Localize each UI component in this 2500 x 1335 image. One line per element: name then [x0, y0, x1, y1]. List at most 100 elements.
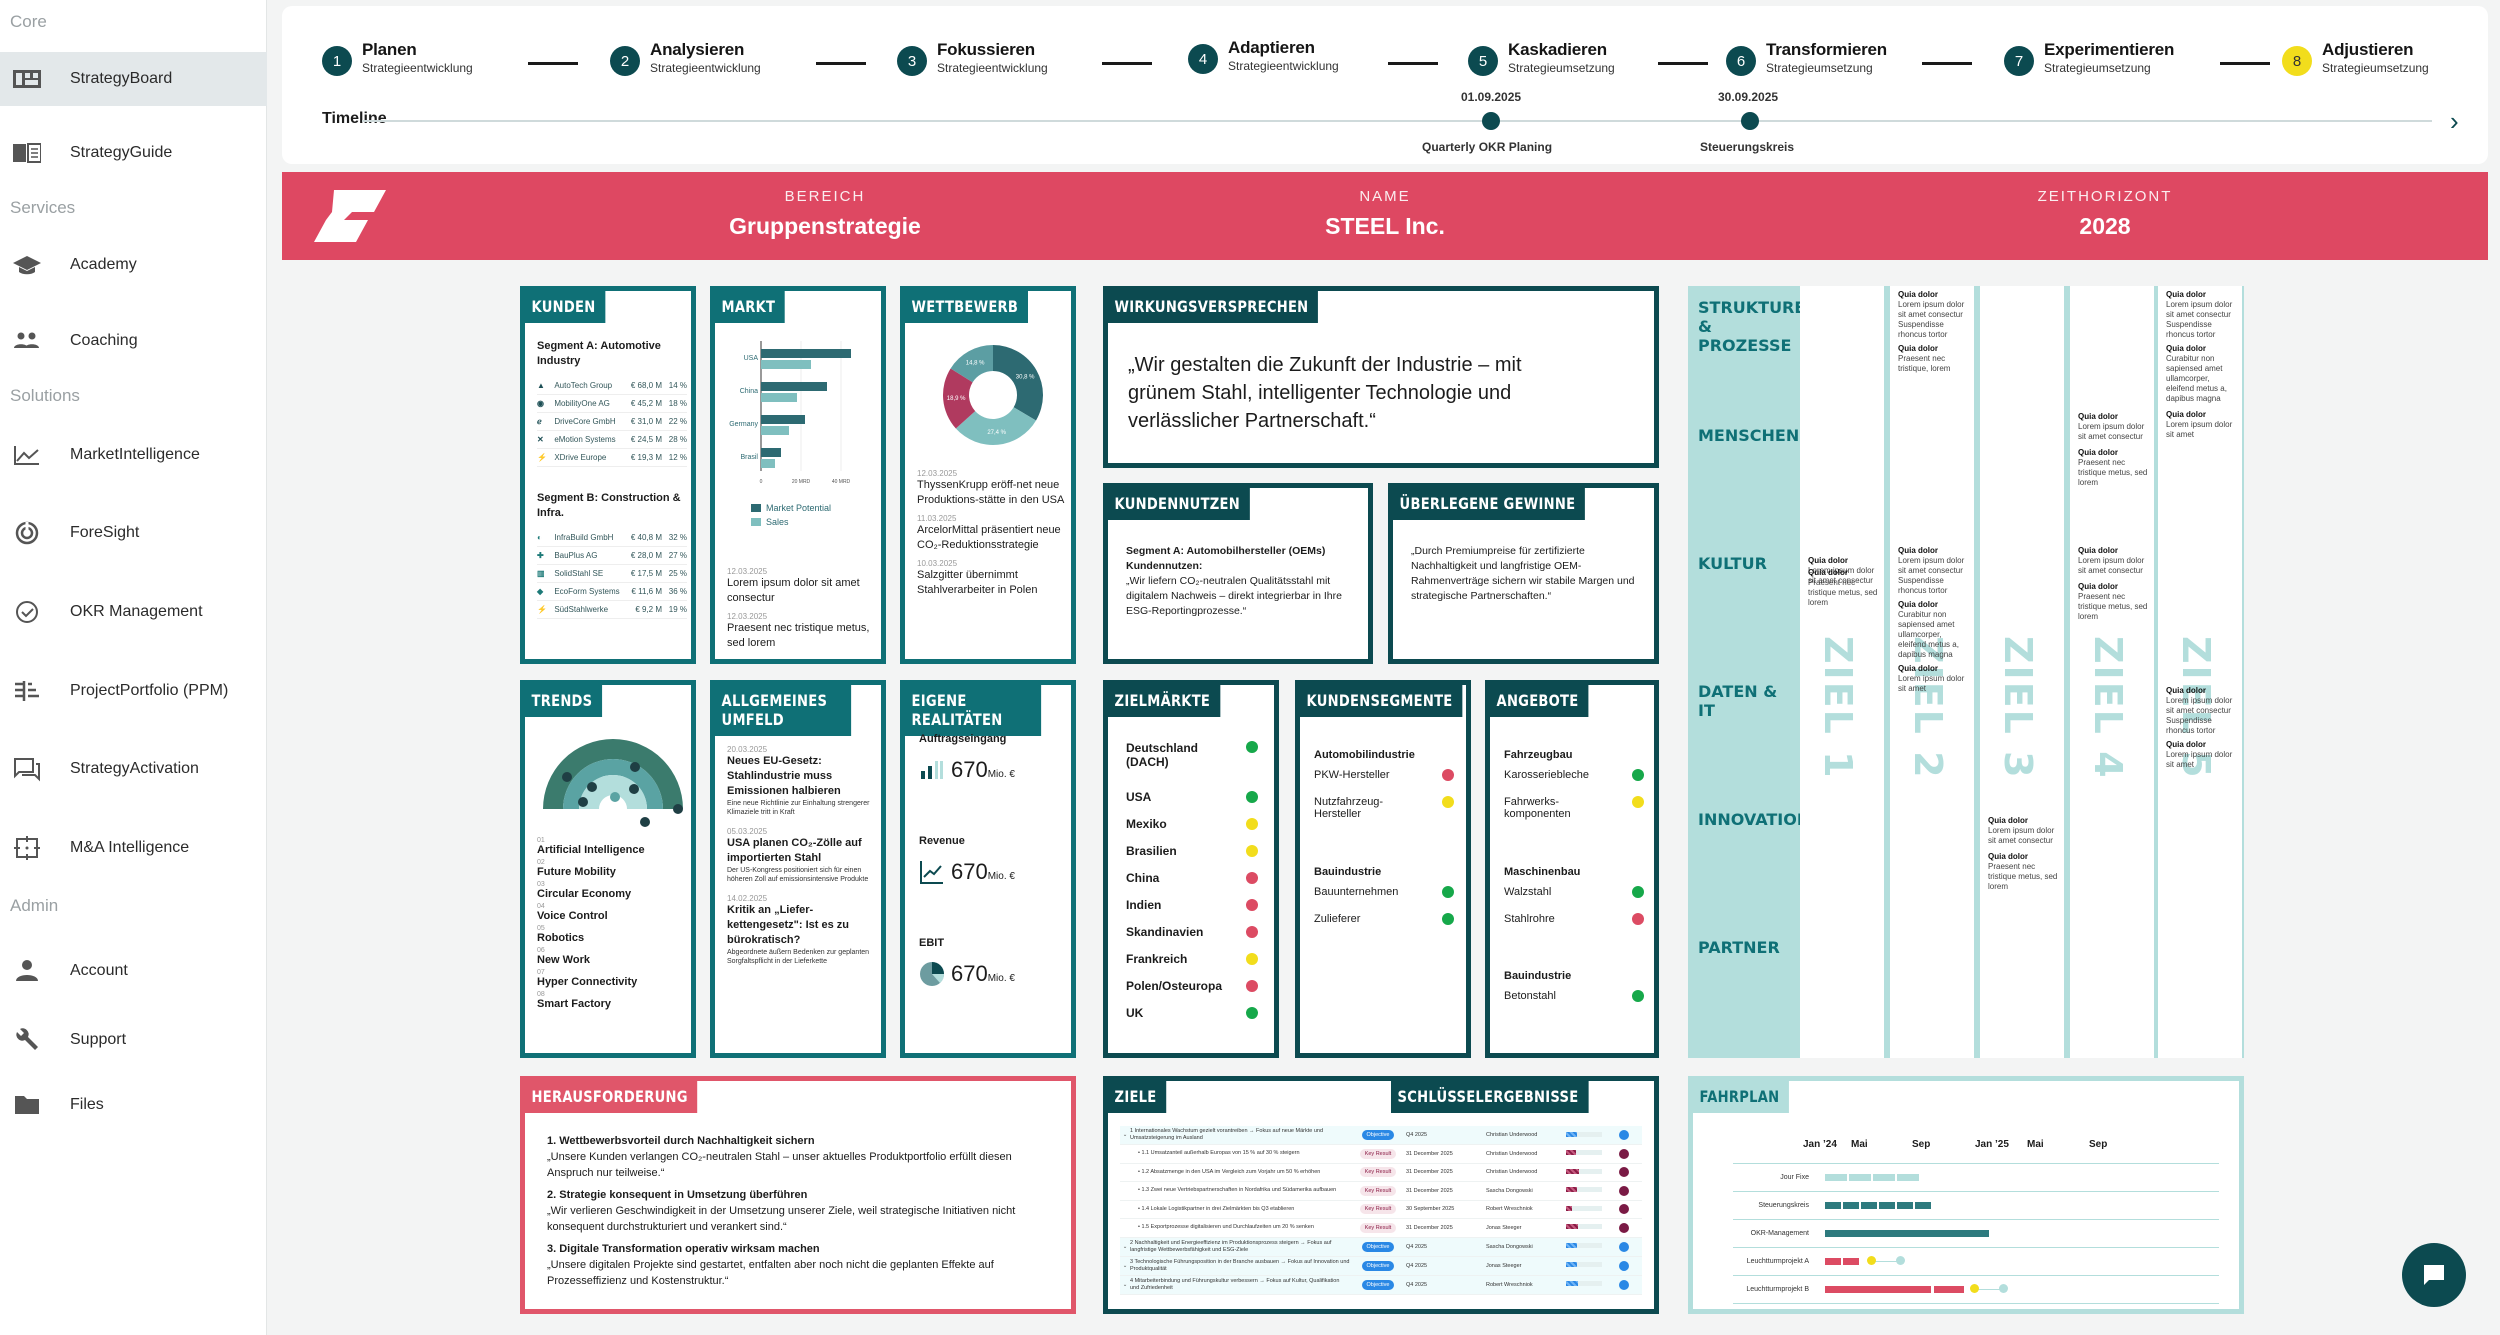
milestone-icon[interactable]	[1896, 1256, 1905, 1265]
goal-note[interactable]: Quia dolor Lorem ipsum dolor sit amet	[1898, 664, 1965, 693]
key-result-row[interactable]: • 1.5 Exportprozesse digitalisieren und …	[1120, 1219, 1642, 1238]
step-1[interactable]: 1 Planen Strategieentwicklung	[322, 40, 473, 76]
customer-row[interactable]: ◆ EcoForm Systems € 11,6 M 36 %	[537, 583, 687, 601]
sidebar-item-marketintelligence[interactable]: MarketIntelligence	[0, 428, 267, 482]
customer-row[interactable]: ℯ DriveCore GmbH € 31,0 M 22 %	[537, 413, 687, 431]
goal-note[interactable]: Quia dolor Lorem ipsum dolor sit amet con…	[1808, 556, 1875, 585]
gantt-row[interactable]: Steuerungskreis	[1733, 1191, 2219, 1219]
sidebar-item-okr-management[interactable]: OKR Management	[0, 585, 267, 639]
key-result-row[interactable]: • 1.4 Lokale Logistikpartner in drei Zie…	[1120, 1201, 1642, 1219]
segment-row[interactable]: Karosseriebleche	[1504, 769, 1644, 796]
goal-column-1[interactable]: ZIEL 1 Quia dolor Lorem ipsum dolor sit am…	[1800, 286, 1884, 1058]
segment-row[interactable]: Zulieferer	[1314, 913, 1454, 940]
expand-chevron-icon[interactable]: ⌄	[1122, 1281, 1128, 1288]
chat-button[interactable]	[2402, 1243, 2466, 1307]
okr-action-button[interactable]	[1619, 1185, 1629, 1196]
customer-row[interactable]: ⚡ XDrive Europe € 19,3 M 12 %	[537, 449, 687, 467]
customer-row[interactable]: ⚡ SüdStahlwerke € 9,2 M 19 %	[537, 601, 687, 619]
goal-note[interactable]: Quia dolor Lorem ipsum dolor sit amet con…	[2078, 412, 2145, 441]
gantt-bar[interactable]	[1915, 1202, 1931, 1209]
objective-row[interactable]: ⌄ 1 Internationales Wachstum gezielt vor…	[1120, 1126, 1642, 1145]
step-6[interactable]: 6 Transformieren Strategieumsetzung	[1726, 40, 1887, 76]
kundensegmente-card[interactable]: KUNDENSEGMENTE Automobilindustrie PKW-Her…	[1295, 680, 1471, 1058]
expand-chevron-icon[interactable]: ⌄	[1122, 1243, 1128, 1250]
goal-column-2[interactable]: ZIEL 2 Quia dolor Lorem ipsum dolor sit am…	[1890, 286, 1974, 1058]
trend-item[interactable]: Circular Economy	[537, 888, 632, 900]
target-market-row[interactable]: Deutschland (DACH)	[1126, 741, 1258, 783]
news-headline[interactable]: Lorem ipsum dolor sit amet consectur	[727, 577, 860, 604]
segment-row[interactable]: Betonstahl	[1504, 990, 1644, 1017]
trend-item[interactable]: Voice Control	[537, 910, 608, 922]
gantt-bar[interactable]	[1843, 1202, 1859, 1209]
news-headline[interactable]: ThyssenKrupp eröff-net neue Produktions-…	[917, 479, 1065, 506]
target-market-row[interactable]: Indien	[1126, 891, 1258, 918]
kunden-card[interactable]: KUNDEN Segment A: Automotive Industry ▲ A…	[520, 286, 696, 664]
timeline-event-marker[interactable]	[1482, 112, 1500, 130]
okr-action-button[interactable]	[1619, 1130, 1629, 1140]
customer-row[interactable]: ◐ InfraBuild GmbH € 40,8 M 32 %	[537, 529, 687, 547]
goal-note[interactable]: Quia dolor Praesent nec tristique metus, …	[1808, 568, 1878, 607]
step-3[interactable]: 3 Fokussieren Strategieentwicklung	[897, 40, 1048, 76]
sidebar-item-account[interactable]: Account	[0, 944, 267, 998]
goal-note[interactable]: Quia dolor Lorem ipsum dolor sit amet con…	[2078, 546, 2145, 575]
kundennutzen-card[interactable]: KUNDENNUTZEN Segment A: Automobilherstel…	[1103, 483, 1373, 664]
okr-action-button[interactable]	[1619, 1241, 1629, 1252]
gantt-bar[interactable]	[1825, 1174, 1847, 1181]
customer-row[interactable]: ✚ BauPlus AG € 28,0 M 27 %	[537, 547, 687, 565]
goal-note[interactable]: Quia dolor Praesent nec tristique, lorem	[1898, 344, 1951, 373]
sidebar-item-coaching[interactable]: Coaching	[0, 314, 267, 368]
goal-note[interactable]: Quia dolor Praesent nec tristique metus, …	[2078, 448, 2148, 487]
gantt-bar[interactable]	[1873, 1174, 1895, 1181]
wirkungsversprechen-card[interactable]: WIRKUNGSVERSPRECHEN „Wir gestalten die Z…	[1103, 286, 1659, 468]
goal-column-5[interactable]: ZIEL 5 Quia dolor Lorem ipsum dolor sit am…	[2158, 286, 2242, 1058]
target-market-row[interactable]: Mexiko	[1126, 810, 1258, 837]
step-8[interactable]: 8 Adjustieren Strategieumsetzung	[2282, 40, 2429, 76]
segment-row[interactable]: Fahrwerks-komponenten	[1504, 796, 1644, 836]
target-market-row[interactable]: Polen/Osteuropa	[1126, 972, 1258, 999]
okr-card[interactable]: ZIELE SCHLÜSSELERGEBNISSE ⌄ 1 Internatio…	[1103, 1076, 1659, 1314]
gantt-bar[interactable]	[1825, 1202, 1841, 1209]
angebote-card[interactable]: ANGEBOTE Fahrzeugbau Karosseriebleche Fahr…	[1485, 680, 1659, 1058]
trend-item[interactable]: Hyper Connectivity	[537, 976, 638, 988]
goal-column-4[interactable]: ZIEL 4 Quia dolor Lorem ipsum dolor sit am…	[2070, 286, 2154, 1058]
key-result-row[interactable]: • 1.1 Umsatzanteil außerhalb Europas von…	[1120, 1145, 1642, 1164]
markt-card[interactable]: MARKT USA China Germany Brasil 0 20 MRD 40 MRD…	[710, 286, 886, 664]
timeline-event-marker[interactable]	[1741, 112, 1759, 130]
sidebar-item-strategyboard[interactable]: StrategyBoard	[0, 52, 267, 106]
milestone-icon[interactable]	[1970, 1284, 1979, 1293]
target-market-row[interactable]: USA	[1126, 783, 1258, 810]
okr-action-button[interactable]	[1619, 1260, 1629, 1271]
customer-row[interactable]: ◉ MobilityOne AG € 45,2 M 18 %	[537, 395, 687, 413]
gantt-bar[interactable]	[1843, 1258, 1859, 1265]
news-headline[interactable]: Kritik an „Liefer-kettengesetz": Ist es …	[727, 904, 849, 946]
okr-action-button[interactable]	[1619, 1148, 1629, 1159]
news-headline[interactable]: USA planen CO₂-Zölle auf importierten St…	[727, 837, 862, 864]
goal-note[interactable]: Quia dolor Curabitur non sapiensed amet u…	[1898, 600, 1959, 659]
customer-row[interactable]: ▥ SolidStahl SE € 17,5 M 25 %	[537, 565, 687, 583]
expand-chevron-icon[interactable]: ⌄	[1122, 1132, 1128, 1138]
step-5[interactable]: 5 Kaskadieren Strategieumsetzung	[1468, 40, 1615, 76]
objective-row[interactable]: ⌄ 4 Mitarbeiterbindung und Führungskultu…	[1120, 1275, 1642, 1295]
sidebar-item-ma-intelligence[interactable]: M&A Intelligence	[0, 821, 267, 875]
trend-item[interactable]: Robotics	[537, 932, 585, 944]
news-headline[interactable]: Praesent nec tristique metus, sed lorem	[727, 622, 870, 649]
segment-row[interactable]: Nutzfahrzeug-Hersteller	[1314, 796, 1454, 836]
target-market-row[interactable]: China	[1126, 864, 1258, 891]
step-2[interactable]: 2 Analysieren Strategieentwicklung	[610, 40, 761, 76]
realitaeten-card[interactable]: EIGENE REALITÄTEN Auftragseingang 670 Mio…	[900, 680, 1076, 1058]
sidebar-item-support[interactable]: Support	[0, 1013, 267, 1067]
target-market-row[interactable]: Brasilien	[1126, 837, 1258, 864]
gewinne-card[interactable]: ÜBERLEGENE GEWINNE „Durch Premiumpreise …	[1388, 483, 1659, 664]
segment-row[interactable]: Stahlrohre	[1504, 913, 1644, 940]
goal-note[interactable]: Quia dolor Lorem ipsum dolor sit amet	[2166, 740, 2233, 769]
gantt-bar[interactable]	[1849, 1174, 1871, 1181]
wettbewerb-card[interactable]: WETTBEWERB 30,8 % 27,4 % 18,9 % 14,8 % 12.0…	[900, 286, 1076, 664]
gantt-bar[interactable]	[1897, 1202, 1913, 1209]
goal-column-3[interactable]: ZIEL 3 Quia dolor Lorem ipsum dolor sit am…	[1980, 286, 2064, 1058]
gantt-bar[interactable]	[1825, 1286, 1931, 1293]
gantt-row[interactable]: Jour Fixe	[1733, 1163, 2219, 1191]
zielmaerkte-card[interactable]: ZIELMÄRKTE Deutschland (DACH) USA Mexiko Br…	[1103, 680, 1279, 1058]
target-market-row[interactable]: Frankreich	[1126, 945, 1258, 972]
trend-item[interactable]: Smart Factory	[537, 998, 611, 1010]
timeline-next-icon[interactable]: ›	[2450, 106, 2459, 136]
